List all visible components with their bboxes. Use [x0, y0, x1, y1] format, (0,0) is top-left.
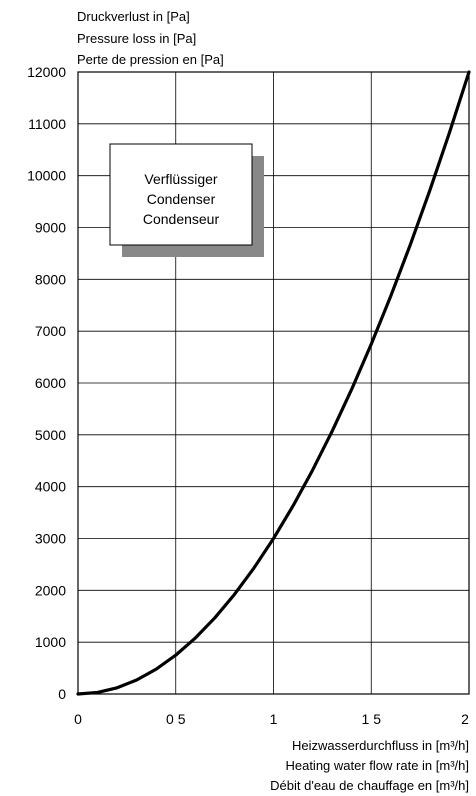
plot-area-frame — [77, 71, 470, 695]
y-axis-label-line-3: Perte de pression en [Pa] — [77, 52, 224, 67]
y-axis-label-line-2: Pressure loss in [Pa] — [77, 31, 196, 46]
x-tick-labels: 0 0 5 1 1 5 2 — [74, 711, 469, 727]
y-tick-label: 7000 — [35, 323, 66, 339]
x-tick-label: 1 5 — [362, 711, 382, 727]
y-tick-label: 10000 — [27, 168, 66, 184]
x-axis-label-line-2: Heating water flow rate in [m³/h] — [285, 758, 469, 773]
y-tick-label: 1000 — [35, 634, 66, 650]
y-tick-label: 0 — [58, 686, 66, 702]
x-tick-label: 0 — [74, 711, 82, 727]
y-tick-label: 9000 — [35, 220, 66, 236]
pressure-loss-curve — [76, 70, 471, 696]
y-axis-label-line-1: Druckverlust in [Pa] — [77, 9, 190, 24]
y-tick-label: 8000 — [35, 271, 66, 287]
y-tick-label: 3000 — [35, 531, 66, 547]
y-tick-label: 6000 — [35, 375, 66, 391]
x-tick-label: 2 — [461, 711, 469, 727]
condenser-label-box: Verflüssiger Condenser Condenseur — [109, 143, 264, 257]
label-box — [109, 143, 253, 246]
label-box-line-1: Verflüssiger — [144, 171, 217, 187]
y-tick-label: 11000 — [28, 116, 66, 132]
y-tick-label: 5000 — [35, 427, 66, 443]
y-axis-label: Druckverlust in [Pa] Pressure loss in [P… — [77, 9, 224, 67]
y-tick-label: 4000 — [35, 479, 66, 495]
x-axis-label-line-1: Heizwasserdurchfluss in [m³/h] — [292, 738, 469, 753]
x-tick-label: 0 5 — [166, 711, 186, 727]
x-tick-label: 1 — [270, 711, 278, 727]
label-box-line-3: Condenseur — [143, 211, 220, 227]
y-tick-labels: 0 1000 2000 3000 4000 5000 6000 7000 8000 9000 100… — [27, 64, 66, 702]
x-axis-label-line-3: Débit d'eau de chauffage en [m³/h] — [270, 778, 469, 793]
y-tick-label: 12000 — [27, 64, 66, 80]
y-tick-label: 2000 — [35, 582, 66, 598]
x-axis-label: Heizwasserdurchfluss in [m³/h] Heating w… — [270, 738, 469, 793]
label-box-line-2: Condenser — [147, 191, 216, 207]
